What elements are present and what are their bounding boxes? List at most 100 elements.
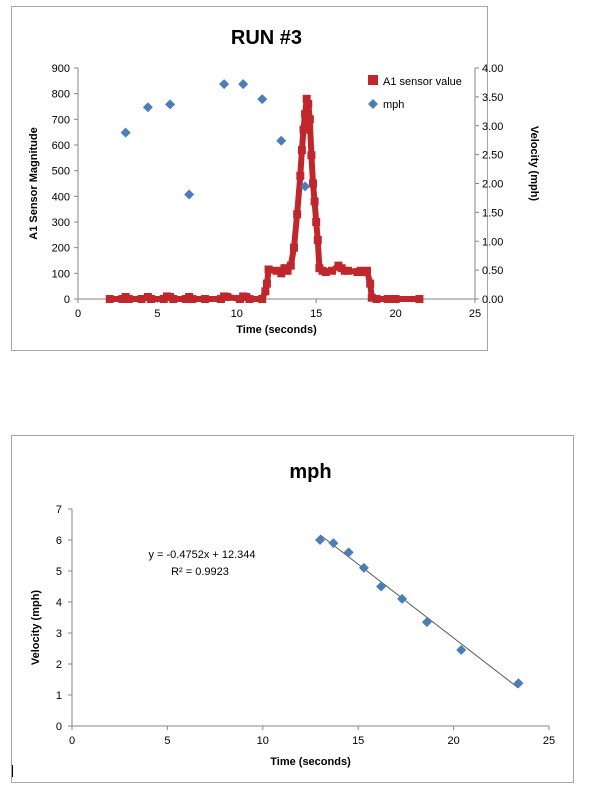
sensor-value-point	[262, 279, 271, 288]
legend-label-sensor: A1 sensor value	[383, 76, 462, 88]
sensor-value-point	[307, 151, 316, 160]
sensor-value-point	[415, 295, 424, 303]
sensor-value-point	[147, 295, 156, 303]
sensor-value-point	[367, 293, 376, 302]
x-tick-label: 5	[154, 308, 160, 320]
y-tick-label: 800	[52, 89, 70, 101]
legend-marker-mph	[368, 99, 378, 109]
sensor-value-point	[277, 269, 286, 278]
mph-point	[219, 79, 230, 90]
x-tick-label: 20	[447, 735, 459, 747]
sensor-value-point	[297, 146, 306, 155]
mph-point	[184, 189, 195, 200]
sensor-value-point	[283, 266, 292, 275]
sensor-value-point	[313, 235, 322, 244]
x-tick-label: 0	[69, 735, 75, 747]
y-tick-label: 2	[56, 659, 62, 671]
sensor-value-point	[261, 287, 270, 296]
sensor-value-point	[366, 279, 375, 288]
trendline-equation: y = -0.4752x + 12.344	[148, 549, 255, 561]
y-tick-label: 0	[64, 294, 70, 306]
y-axis-title: A1 Sensor Magnitude	[28, 127, 40, 239]
x-tick-label: 10	[257, 735, 269, 747]
y2-tick-label: 4.00	[482, 63, 503, 75]
chart-title: RUN #3	[231, 27, 302, 49]
y-tick-label: 1	[56, 690, 62, 702]
sensor-value-point	[137, 295, 146, 303]
y2-tick-label: 1.00	[482, 236, 503, 248]
sensor-value-point	[289, 243, 298, 252]
sensor-value-point	[363, 266, 372, 275]
y2-tick-label: 0.50	[482, 265, 503, 277]
sensor-value-point	[309, 179, 318, 188]
mph-point	[257, 94, 268, 105]
mph-point	[343, 547, 354, 558]
x-tick-label: 5	[164, 735, 170, 747]
y-tick-label: 100	[52, 268, 70, 280]
sensor-value-point	[201, 295, 210, 303]
y-tick-label: 700	[52, 114, 70, 126]
legend-label-mph: mph	[383, 99, 404, 111]
y-tick-label: 6	[56, 535, 62, 547]
mph-point	[421, 617, 432, 628]
y-axis-title: Velocity (mph)	[30, 590, 42, 666]
sensor-value-point	[264, 265, 273, 274]
y-tick-label: 200	[52, 243, 70, 255]
y2-tick-label: 2.50	[482, 150, 503, 162]
x-tick-label: 15	[310, 308, 322, 320]
sensor-value-point	[302, 94, 311, 103]
sensor-value-point	[124, 295, 133, 303]
sensor-value-point	[372, 295, 381, 303]
y2-tick-label: 3.50	[482, 92, 503, 104]
chart-title: mph	[289, 461, 331, 483]
mph-point	[456, 645, 467, 656]
sensor-value-point	[188, 295, 197, 303]
sensor-value-point	[245, 295, 254, 303]
y-tick-label: 5	[56, 566, 62, 578]
sensor-value-point	[299, 125, 308, 134]
mph-point	[376, 581, 387, 592]
x-tick-label: 25	[469, 308, 481, 320]
mph-point	[315, 535, 326, 545]
mph-point	[300, 181, 311, 192]
sensor-value-point	[105, 295, 114, 303]
y-tick-label: 0	[56, 721, 62, 733]
y-tick-label: 400	[52, 191, 70, 203]
y2-tick-label: 3.00	[482, 121, 503, 133]
mph-point	[328, 538, 339, 549]
x-tick-label: 20	[389, 308, 401, 320]
sensor-value-point	[169, 295, 178, 303]
y2-axis-title: Velocity (mph)	[528, 126, 540, 202]
y2-tick-label: 0.00	[482, 294, 503, 306]
y-tick-label: 7	[56, 504, 62, 516]
mph-point	[238, 79, 249, 90]
mph-point	[142, 102, 153, 113]
y-tick-label: 900	[52, 63, 70, 75]
y-tick-label: 300	[52, 217, 70, 229]
x-tick-label: 10	[231, 308, 243, 320]
mph-chart-svg: mph 0 1 2 3 4 5 6 7 0 5 10 15 20 25 Time (seconds) Veloc…	[30, 461, 555, 768]
sensor-value-point	[223, 292, 232, 301]
x-axis-title: Time (seconds)	[236, 324, 317, 336]
y2-tick-label: 1.50	[482, 207, 503, 219]
mph-point	[397, 593, 408, 604]
x-tick-label: 15	[352, 735, 364, 747]
sensor-value-point	[305, 115, 314, 124]
sensor-value-point	[343, 266, 352, 275]
mph-point	[513, 678, 524, 689]
y-tick-label: 600	[52, 140, 70, 152]
sensor-value-point	[312, 218, 321, 226]
y2-tick-label: 2.00	[482, 179, 503, 191]
run3-chart: RUN #3 0 100 200 300 400 500 600 700 800 900 0.00 0.…	[11, 6, 540, 351]
sensor-value-point	[391, 295, 400, 303]
mph-point	[358, 562, 369, 573]
legend-marker-sensor	[368, 75, 378, 85]
trendline-r-squared: R² = 0.9923	[171, 566, 229, 578]
trendline	[319, 534, 519, 689]
sensor-value-point	[321, 268, 330, 277]
sensor-value-point	[296, 171, 305, 180]
sensor-value-point	[328, 266, 337, 275]
sensor-value-point	[258, 295, 267, 303]
sensor-value-point	[383, 295, 392, 303]
mph-point	[165, 99, 176, 110]
